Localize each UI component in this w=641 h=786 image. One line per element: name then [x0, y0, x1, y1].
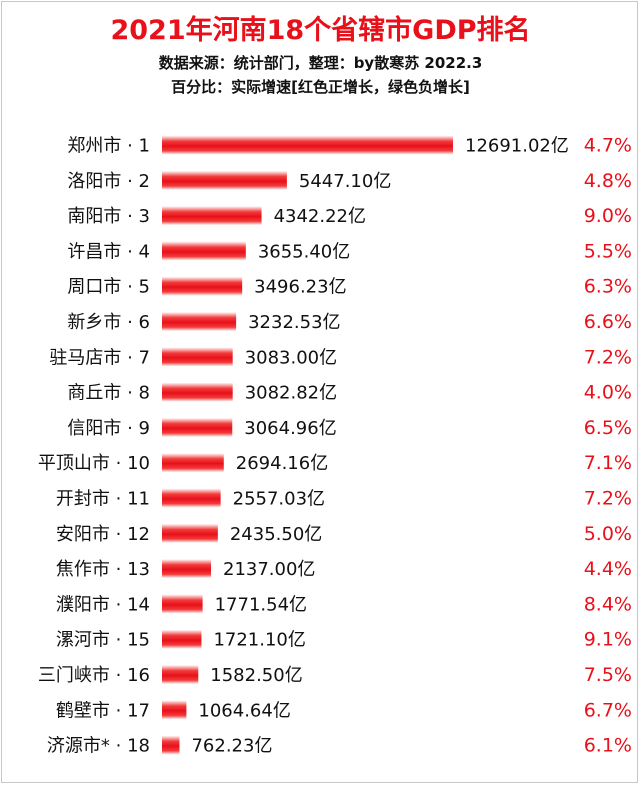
- bar: [162, 453, 224, 473]
- value-label: 3082.82亿: [245, 383, 337, 404]
- bar: [162, 700, 187, 720]
- category-label: 商丘市 · 8: [67, 383, 150, 404]
- growth-label: 6.1%: [584, 735, 632, 757]
- growth-label: 6.7%: [584, 699, 632, 721]
- bar: [162, 594, 203, 614]
- value-label: 3083.00亿: [245, 347, 337, 368]
- growth-label: 4.7%: [584, 135, 632, 157]
- category-label: 三门峡市 · 16: [38, 665, 150, 686]
- bar: [162, 382, 233, 402]
- value-label: 5447.10亿: [299, 171, 391, 192]
- category-label: 平顶山市 · 10: [38, 453, 150, 474]
- category-label: 许昌市 · 4: [67, 241, 150, 262]
- bar: [162, 241, 246, 261]
- value-label: 1064.64亿: [198, 700, 290, 721]
- growth-label: 4.0%: [584, 382, 632, 404]
- growth-label: 7.5%: [584, 664, 632, 686]
- category-label: 信阳市 · 9: [67, 418, 150, 439]
- growth-label: 6.3%: [584, 276, 632, 298]
- value-label: 3655.40亿: [258, 241, 350, 262]
- bar: [162, 276, 243, 296]
- growth-label: 4.8%: [584, 170, 632, 192]
- category-label: 鹤壁市 · 17: [56, 700, 150, 721]
- category-label: 濮阳市 · 14: [56, 594, 150, 615]
- growth-label: 9.0%: [584, 205, 632, 227]
- value-label: 1771.54亿: [215, 594, 307, 615]
- bar: [162, 735, 180, 755]
- category-label: 开封市 · 11: [56, 489, 150, 510]
- bar: [162, 559, 212, 579]
- bar: [162, 206, 262, 226]
- growth-label: 9.1%: [584, 629, 632, 651]
- bar: [162, 417, 233, 437]
- value-label: 1721.10亿: [213, 630, 305, 651]
- growth-label: 5.0%: [584, 523, 632, 545]
- category-label: 洛阳市 · 2: [67, 171, 150, 192]
- value-label: 2694.16亿: [236, 453, 328, 474]
- category-label: 安阳市 · 12: [56, 524, 150, 545]
- category-label: 驻马店市 · 7: [49, 347, 150, 368]
- bar: [162, 170, 287, 190]
- value-label: 762.23亿: [191, 736, 272, 757]
- bar: [162, 629, 202, 649]
- category-label: 郑州市 · 1: [67, 136, 150, 157]
- value-label: 1582.50亿: [210, 665, 302, 686]
- growth-label: 7.2%: [584, 346, 632, 368]
- growth-label: 7.1%: [584, 452, 632, 474]
- bar: [162, 135, 453, 155]
- value-label: 2435.50亿: [230, 524, 322, 545]
- value-label: 3064.96亿: [244, 418, 336, 439]
- source-line: 数据来源：统计部门，整理：by散寒苏 2022.3: [158, 54, 483, 72]
- value-label: 2557.03亿: [233, 489, 325, 510]
- bar: [162, 347, 233, 367]
- growth-label: 6.5%: [584, 417, 632, 439]
- value-label: 3232.53亿: [248, 312, 340, 333]
- value-label: 12691.02亿: [465, 136, 569, 157]
- category-label: 新乡市 · 6: [67, 312, 150, 333]
- bar: [162, 665, 199, 684]
- category-label: 周口市 · 5: [67, 277, 150, 298]
- chart-title: 2021年河南18个省辖市GDP排名: [110, 15, 531, 46]
- growth-label: 8.4%: [584, 593, 632, 615]
- category-label: 漯河市 · 15: [56, 630, 150, 651]
- growth-label: 4.4%: [584, 558, 632, 580]
- bar: [162, 312, 237, 331]
- growth-label: 5.5%: [584, 240, 632, 262]
- growth-label: 6.6%: [584, 311, 632, 333]
- value-label: 3496.23亿: [254, 277, 346, 298]
- value-label: 2137.00亿: [223, 559, 315, 580]
- category-label: 济源市* · 18: [47, 736, 150, 757]
- bar: [162, 523, 218, 543]
- category-label: 焦作市 · 13: [56, 559, 150, 580]
- growth-label: 7.2%: [584, 488, 632, 510]
- note-line: 百分比：实际增速[红色正增长，绿色负增长]: [171, 78, 470, 96]
- category-label: 南阳市 · 3: [67, 206, 150, 227]
- value-label: 4342.22亿: [274, 206, 366, 227]
- bar: [162, 488, 221, 508]
